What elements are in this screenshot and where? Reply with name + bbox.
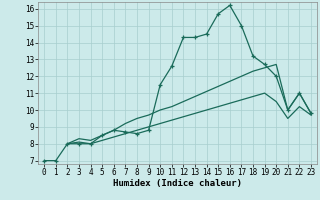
X-axis label: Humidex (Indice chaleur): Humidex (Indice chaleur) (113, 179, 242, 188)
